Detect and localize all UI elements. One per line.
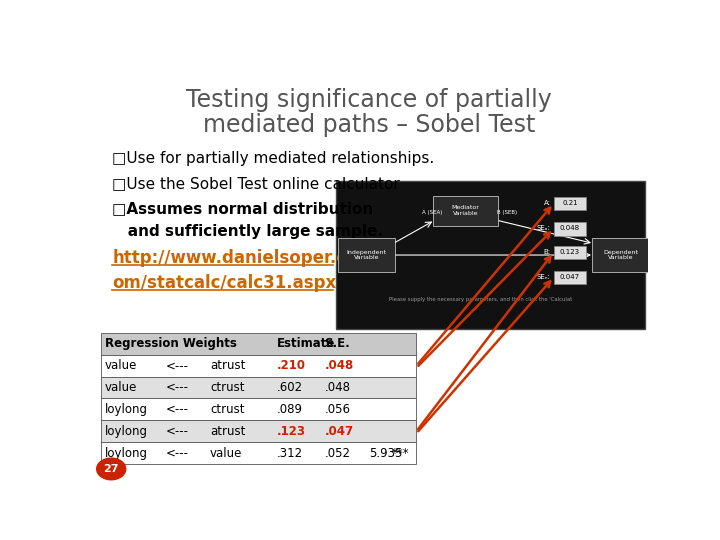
Text: A:: A: (544, 200, 551, 206)
Text: ctrust: ctrust (210, 381, 245, 394)
Text: 0.123: 0.123 (560, 249, 580, 255)
Text: □Assumes normal distribution: □Assumes normal distribution (112, 201, 374, 216)
Text: atrust: atrust (210, 359, 246, 372)
Text: value: value (104, 359, 137, 372)
Text: .056: .056 (324, 403, 351, 416)
Text: .210: .210 (277, 359, 306, 372)
Text: loylong: loylong (104, 403, 148, 416)
Text: .047: .047 (324, 425, 354, 438)
Text: Mediator
Variable: Mediator Variable (451, 205, 480, 216)
Text: B (SEB): B (SEB) (498, 210, 518, 215)
Text: .089: .089 (277, 403, 303, 416)
Text: 0.048: 0.048 (560, 226, 580, 232)
Text: .048: .048 (324, 381, 351, 394)
Text: loylong: loylong (104, 425, 148, 438)
Text: <---: <--- (166, 425, 189, 438)
Text: Regression Weights: Regression Weights (104, 338, 236, 350)
Bar (336, 181, 645, 329)
Text: 0.21: 0.21 (562, 200, 578, 206)
Text: .052: .052 (324, 447, 351, 460)
Text: ctrust: ctrust (210, 403, 245, 416)
Text: .048: .048 (324, 359, 354, 372)
FancyBboxPatch shape (593, 238, 649, 272)
Text: .602: .602 (277, 381, 303, 394)
Circle shape (96, 458, 126, 480)
FancyBboxPatch shape (433, 196, 498, 226)
Bar (101, 377, 416, 399)
Text: A (SEA): A (SEA) (422, 210, 442, 215)
Text: Testing significance of partially: Testing significance of partially (186, 88, 552, 112)
Bar (554, 246, 586, 259)
Text: 5.935: 5.935 (369, 447, 402, 460)
Bar (554, 197, 586, 211)
Text: loylong: loylong (104, 447, 148, 460)
Bar (554, 271, 586, 284)
Bar (101, 355, 416, 377)
Text: □Use the Sobel Test online calculator: □Use the Sobel Test online calculator (112, 176, 400, 191)
Text: ***: *** (392, 447, 409, 460)
Text: om/statcalc/calc31.aspx: om/statcalc/calc31.aspx (112, 274, 336, 292)
Text: SEₙ:: SEₙ: (537, 274, 551, 280)
FancyBboxPatch shape (84, 60, 654, 485)
Text: Please supply the necessary parameters, and then click the 'Calculat: Please supply the necessary parameters, … (390, 297, 572, 302)
Text: S.E.: S.E. (324, 338, 350, 350)
Text: value: value (210, 447, 243, 460)
Text: B:: B: (544, 249, 551, 255)
Text: Estimate: Estimate (277, 338, 336, 350)
Text: mediated paths – Sobel Test: mediated paths – Sobel Test (203, 113, 535, 137)
Bar (101, 420, 416, 442)
Text: <---: <--- (166, 359, 189, 372)
FancyBboxPatch shape (338, 238, 395, 272)
Text: atrust: atrust (210, 425, 246, 438)
Text: .312: .312 (277, 447, 303, 460)
Bar (554, 222, 586, 235)
Text: SEₐ:: SEₐ: (537, 226, 551, 232)
Text: Independent
Variable: Independent Variable (346, 249, 387, 260)
Text: 0.047: 0.047 (560, 274, 580, 280)
Text: □Use for partially mediated relationships.: □Use for partially mediated relationship… (112, 151, 435, 166)
Text: <---: <--- (166, 381, 189, 394)
Bar (101, 442, 416, 464)
Text: 27: 27 (104, 464, 119, 474)
Text: and sufficiently large sample.: and sufficiently large sample. (112, 224, 383, 239)
Text: http://www.danielsoper.c: http://www.danielsoper.c (112, 249, 346, 267)
Bar (101, 333, 416, 355)
Text: <---: <--- (166, 447, 189, 460)
Text: .123: .123 (277, 425, 306, 438)
Text: <---: <--- (166, 403, 189, 416)
Text: value: value (104, 381, 137, 394)
Bar (101, 399, 416, 420)
Text: Dependent
Variable: Dependent Variable (603, 249, 638, 260)
